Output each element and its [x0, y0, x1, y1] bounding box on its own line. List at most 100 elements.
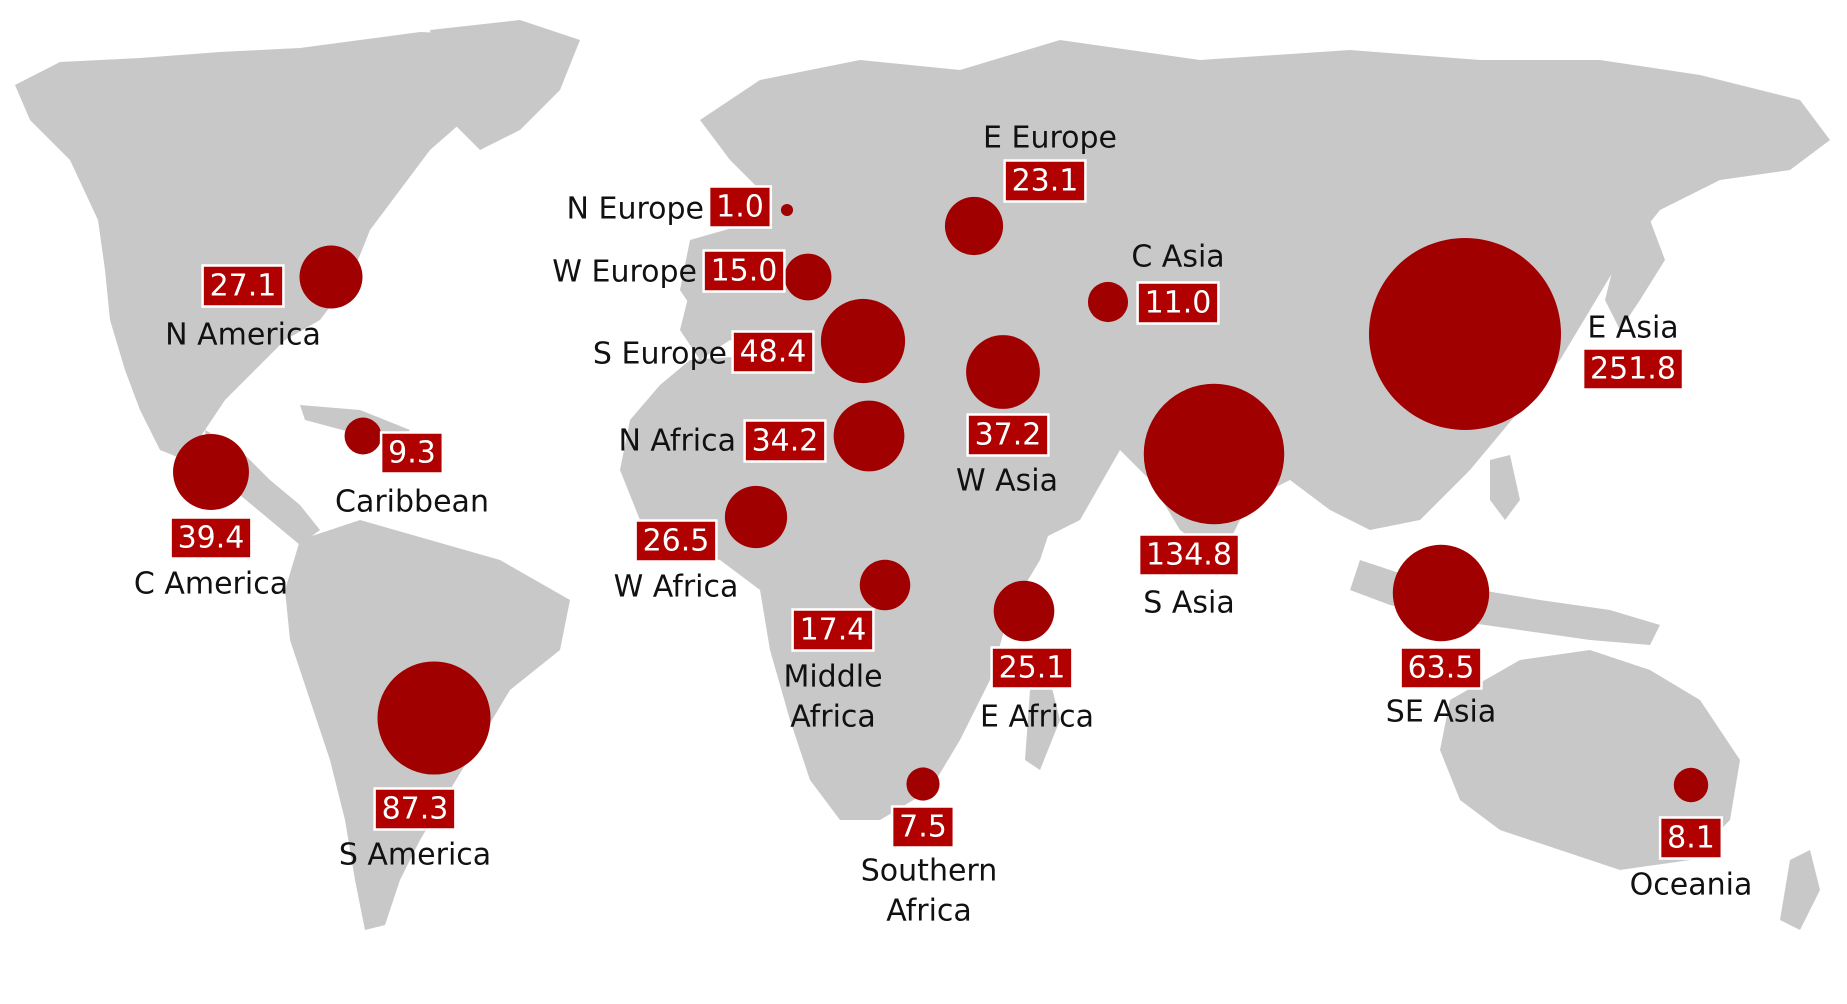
southern-africa-name-line-1: Southern — [861, 854, 997, 889]
landmass-layer — [15, 20, 1830, 930]
greenland-landmass — [430, 20, 580, 150]
australia-landmass — [1440, 650, 1740, 870]
e-europe-value-box — [1003, 159, 1087, 203]
e-asia-value-label: 251.8 — [1581, 347, 1685, 391]
middle-africa-value-box — [791, 608, 875, 652]
c-america-value-label: 39.4 — [169, 516, 253, 560]
caribbean-value-text: 9.3 — [388, 436, 436, 471]
e-asia-value-box — [1581, 347, 1685, 391]
w-africa-name-line-1: W Africa — [614, 570, 739, 605]
w-asia-name-line-1: W Asia — [956, 464, 1058, 499]
se-asia-bubble — [1392, 544, 1490, 642]
n-europe-name-line-1: N Europe — [567, 192, 704, 227]
s-europe-value-label: 48.4 — [731, 330, 815, 374]
w-africa-value-text: 26.5 — [643, 524, 710, 559]
label-layer: 27.1 N America 39.4 C America 9.3 Caribbean 87… — [134, 121, 1752, 929]
e-asia-name-line-1: E Asia — [1587, 311, 1678, 346]
southern-africa-value-box — [890, 805, 956, 849]
caribbean-value-label: 9.3 — [379, 431, 445, 475]
c-america-name-line-1: C America — [134, 567, 288, 602]
caribbean-value-box — [379, 431, 445, 475]
e-europe-value-label: 23.1 — [1003, 159, 1087, 203]
c-asia-value-box — [1136, 281, 1220, 325]
n-europe-value-label: 1.0 — [707, 185, 773, 229]
n-europe-value-box — [707, 185, 773, 229]
n-africa-name-line-1: N Africa — [618, 424, 736, 459]
philippines-islands — [1490, 455, 1520, 520]
w-asia-bubble — [966, 335, 1040, 409]
w-africa-value-box — [634, 519, 718, 563]
n-africa-value-label: 34.2 — [743, 419, 827, 463]
w-europe-value-box — [702, 249, 786, 293]
s-europe-name-line-1: S Europe — [593, 337, 727, 372]
bubble-layer — [173, 196, 1709, 803]
e-asia-value-text: 251.8 — [1590, 352, 1676, 387]
e-europe-name-line-1: E Europe — [983, 121, 1117, 156]
n-america-value-text: 27.1 — [210, 269, 277, 304]
oceania-value-label: 8.1 — [1658, 816, 1724, 860]
e-asia-bubble — [1369, 238, 1561, 430]
e-africa-bubble — [993, 580, 1055, 642]
north-america-landmass — [15, 32, 520, 460]
se-asia-value-label: 63.5 — [1399, 646, 1483, 690]
w-europe-name-line-1: W Europe — [552, 255, 697, 290]
s-america-value-label: 87.3 — [373, 787, 457, 831]
s-america-value-box — [373, 787, 457, 831]
w-africa-value-label: 26.5 — [634, 519, 718, 563]
africa-landmass — [620, 355, 1060, 820]
s-america-value-text: 87.3 — [382, 792, 449, 827]
w-europe-value-text: 15.0 — [711, 254, 778, 289]
s-europe-value-text: 48.4 — [740, 335, 807, 370]
c-asia-bubble — [1087, 281, 1129, 323]
c-asia-value-text: 11.0 — [1145, 286, 1212, 321]
southern-africa-bubble — [906, 767, 940, 801]
japan-islands — [1605, 220, 1665, 330]
n-europe-value-text: 1.0 — [716, 190, 764, 225]
w-asia-value-text: 37.2 — [975, 418, 1042, 453]
s-america-bubble — [377, 661, 491, 775]
s-europe-value-box — [731, 330, 815, 374]
e-africa-value-text: 25.1 — [999, 651, 1066, 686]
caribbean-name-line-1: Caribbean — [335, 485, 489, 520]
s-america-name-line-1: S America — [339, 838, 491, 873]
oceania-value-text: 8.1 — [1667, 821, 1715, 856]
w-europe-bubble — [784, 253, 832, 301]
n-europe-bubble — [780, 203, 794, 217]
c-america-bubble — [173, 434, 249, 510]
southern-africa-value-label: 7.5 — [890, 805, 956, 849]
eurasia-landmass — [680, 40, 1830, 560]
se-asia-value-text: 63.5 — [1408, 651, 1475, 686]
s-asia-name-line-1: S Asia — [1143, 586, 1234, 621]
e-europe-value-text: 23.1 — [1012, 164, 1079, 199]
w-asia-value-box — [966, 413, 1050, 457]
n-america-value-box — [201, 264, 285, 308]
e-europe-bubble — [944, 196, 1004, 256]
se-asia-value-box — [1399, 646, 1483, 690]
s-asia-value-box — [1137, 533, 1241, 577]
n-america-bubble — [299, 245, 363, 309]
middle-africa-name-line-2: Africa — [790, 700, 876, 735]
middle-africa-name-line-1: Middle — [783, 660, 882, 695]
southern-africa-name-line-2: Africa — [886, 894, 972, 929]
w-asia-value-label: 37.2 — [966, 413, 1050, 457]
s-asia-value-text: 134.8 — [1146, 538, 1232, 573]
e-africa-value-box — [990, 646, 1074, 690]
s-europe-bubble — [820, 298, 906, 384]
madagascar — [1025, 680, 1060, 770]
n-africa-bubble — [833, 400, 905, 472]
oceania-bubble — [1673, 767, 1709, 803]
s-asia-value-label: 134.8 — [1137, 533, 1241, 577]
c-asia-name-line-1: C Asia — [1131, 240, 1224, 275]
w-europe-value-label: 15.0 — [702, 249, 786, 293]
caribbean-bubble — [344, 417, 382, 455]
n-america-name-line-1: N America — [165, 318, 321, 353]
middle-africa-value-text: 17.4 — [800, 613, 867, 648]
w-africa-bubble — [724, 485, 788, 549]
se-asia-name-line-1: SE Asia — [1386, 695, 1496, 730]
n-africa-value-text: 34.2 — [752, 424, 819, 459]
new-zealand-islands — [1780, 850, 1820, 930]
middle-africa-bubble — [859, 559, 911, 611]
n-america-value-label: 27.1 — [201, 264, 285, 308]
